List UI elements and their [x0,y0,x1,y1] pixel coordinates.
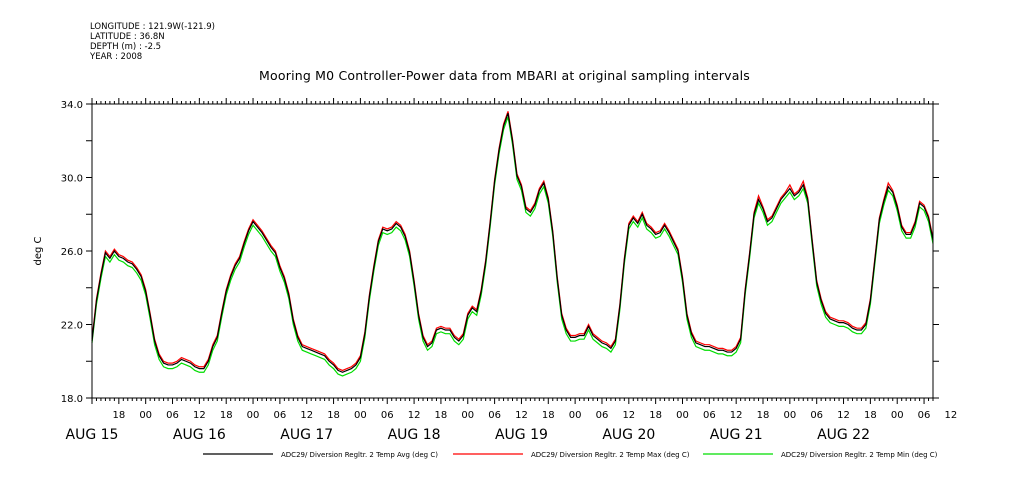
latitude-label: LATITUDE : 36.8N [90,32,165,42]
x-tick-label: 00 [676,410,689,421]
x-tick-label: 18 [220,410,233,421]
series-lines [91,111,934,377]
depth-label: DEPTH (m) : -2.5 [90,42,162,52]
x-tick-label: 06 [488,410,501,421]
x-tick-label: 12 [408,410,421,421]
date-label: AUG 21 [710,427,763,443]
date-labels: AUG 15 AUG 16 AUG 17 AUG 18 AUG 19 AUG 20 AUG … [66,427,870,443]
y-tick-label: 22.0 [61,321,83,332]
x-tick-label: 00 [354,410,367,421]
x-tick-label: 12 [193,410,206,421]
date-label: AUG 22 [817,427,870,443]
legend-label: ADC29/ Diversion Regltr. 2 Temp Min (deg… [781,451,938,459]
x-tick-label: 00 [461,410,474,421]
series-line-2 [91,116,934,377]
date-label: AUG 18 [388,427,441,443]
y-tick-label: 34.0 [61,100,83,111]
date-label: AUG 16 [173,427,226,443]
plot-frame [91,103,934,399]
chart-title: Mooring M0 Controller-Power data from MB… [259,68,750,83]
x-tick-label: 12 [837,410,850,421]
x-tick-label: 06 [810,410,823,421]
year-label: YEAR : 2008 [90,52,143,62]
x-tick-label: 06 [596,410,609,421]
x-tick-label: 00 [891,410,904,421]
x-tick-label: 12 [300,410,313,421]
x-tick-label: 12 [730,410,743,421]
x-tick-label: 18 [542,410,555,421]
y-axis-label: deg C [33,236,44,265]
series-line-0 [91,112,934,373]
x-tick-label: 12 [515,410,528,421]
x-tick-label: 00 [247,410,260,421]
x-tick-label: 18 [435,410,448,421]
longitude-label: LONGITUDE : 121.9W(-121.9) [90,22,215,32]
x-tick-label: 00 [783,410,796,421]
y-tick-labels: 18.0 22.0 26.0 30.0 34.0 [61,100,83,405]
date-label: AUG 19 [495,427,548,443]
x-tick-label: 12 [622,410,635,421]
x-tick-label: 06 [274,410,287,421]
x-tick-label: 18 [757,410,770,421]
date-label: AUG 17 [280,427,333,443]
x-tick-label: 12 [945,410,958,421]
date-label: AUG 15 [66,427,119,443]
x-tick-labels: 18 00 06 12 18 00 06 12 18 00 06 12 18 00 06 12 18 00 06 12… [112,410,957,421]
x-tick-label: 06 [381,410,394,421]
x-tick-label: 18 [327,410,340,421]
y-tick-label: 30.0 [61,174,83,185]
metadata-block: LONGITUDE : 121.9W(-121.9) LATITUDE : 36… [90,22,215,62]
x-tick-label: 18 [864,410,877,421]
x-tick-label: 00 [569,410,582,421]
y-tick-label: 26.0 [61,247,83,258]
x-tick-label: 18 [649,410,662,421]
legend-label: ADC29/ Diversion Regltr. 2 Temp Avg (deg… [281,451,438,459]
y-tick-label: 18.0 [61,394,83,405]
x-tick-label: 06 [166,410,179,421]
x-tick-label: 00 [139,410,152,421]
x-tick-label: 06 [918,410,931,421]
x-tick-label: 18 [112,410,125,421]
legend: ADC29/ Diversion Regltr. 2 Temp Avg (deg… [203,451,938,459]
legend-label: ADC29/ Diversion Regltr. 2 Temp Max (deg… [531,451,690,459]
x-tick-label: 06 [703,410,716,421]
date-label: AUG 20 [602,427,655,443]
